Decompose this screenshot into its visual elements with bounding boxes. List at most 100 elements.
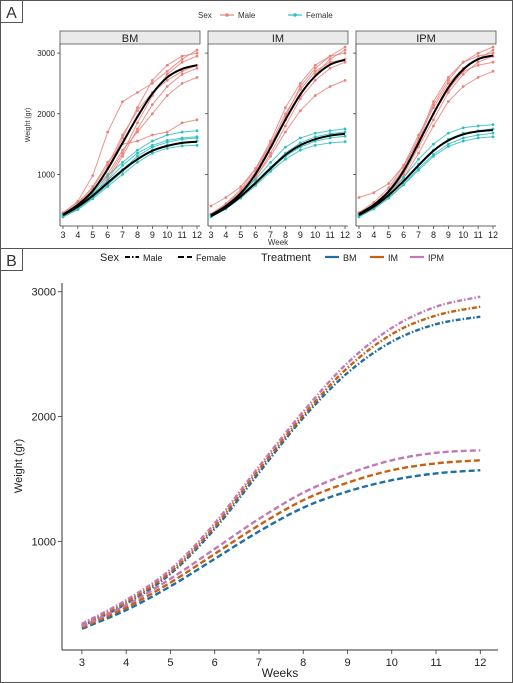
legend-b-sex-label: Female bbox=[196, 253, 226, 263]
data-point bbox=[402, 183, 406, 187]
data-point bbox=[446, 82, 450, 85]
data-point bbox=[91, 174, 95, 178]
panel-b-tag-box bbox=[0, 248, 23, 271]
x-tick-label: 8 bbox=[135, 230, 140, 240]
data-point bbox=[313, 94, 317, 97]
data-point bbox=[432, 100, 435, 104]
data-point bbox=[432, 142, 435, 146]
x-tick-label: 5 bbox=[238, 230, 243, 240]
x-tick-label: 5 bbox=[90, 230, 95, 240]
fit-curve-female bbox=[62, 140, 198, 216]
data-point bbox=[446, 145, 450, 148]
data-point bbox=[476, 133, 480, 137]
data-point bbox=[165, 133, 169, 137]
data-point bbox=[328, 60, 332, 64]
data-point bbox=[284, 112, 287, 116]
data-point bbox=[387, 196, 391, 200]
data-point bbox=[343, 79, 347, 82]
data-point bbox=[446, 75, 450, 79]
data-point bbox=[150, 103, 154, 107]
fit-curve-female bbox=[358, 129, 494, 216]
data-point bbox=[136, 139, 139, 143]
data-point bbox=[461, 72, 465, 76]
data-point bbox=[491, 51, 495, 55]
x-tick-label: 4 bbox=[75, 230, 80, 240]
data-point bbox=[284, 157, 287, 161]
data-point bbox=[121, 173, 124, 176]
data-point bbox=[328, 141, 332, 145]
data-point bbox=[343, 48, 347, 52]
y-tick-label: 3000 bbox=[37, 49, 55, 58]
data-point bbox=[121, 151, 124, 155]
series-line-male bbox=[210, 52, 346, 215]
data-point bbox=[298, 109, 302, 113]
data-point bbox=[136, 148, 139, 152]
x-tick-label: 4 bbox=[371, 230, 376, 240]
data-point bbox=[269, 160, 272, 164]
x-axis-label-b: Weeks bbox=[262, 666, 298, 680]
data-point bbox=[165, 146, 169, 150]
data-point bbox=[343, 130, 347, 134]
data-point bbox=[313, 69, 317, 73]
data-point bbox=[432, 118, 435, 122]
data-point bbox=[91, 197, 95, 201]
x-tick-label: 8 bbox=[431, 230, 436, 240]
data-point bbox=[150, 82, 154, 85]
data-point bbox=[313, 143, 317, 147]
data-point bbox=[165, 63, 169, 67]
data-point bbox=[313, 79, 317, 82]
x-tick-label: 11 bbox=[177, 230, 186, 240]
data-point bbox=[417, 168, 420, 172]
data-point bbox=[476, 51, 480, 55]
fit-curve-male bbox=[210, 58, 346, 216]
data-point bbox=[239, 185, 243, 188]
y-axis-label-b: Weight (gr) bbox=[13, 439, 25, 493]
x-tick-label-b: 5 bbox=[167, 657, 173, 669]
data-point bbox=[313, 135, 317, 139]
data-point bbox=[165, 85, 169, 88]
series-line-male bbox=[358, 52, 494, 214]
data-point bbox=[372, 191, 376, 195]
y-tick-label-b: 3000 bbox=[32, 287, 56, 299]
data-point bbox=[313, 66, 317, 70]
x-tick-label: 5 bbox=[386, 230, 391, 240]
data-point bbox=[313, 131, 317, 135]
data-point bbox=[284, 145, 287, 149]
x-tick-label: 4 bbox=[223, 230, 228, 240]
series-line-ipm-male bbox=[81, 295, 481, 625]
data-point bbox=[180, 130, 184, 134]
data-point bbox=[76, 208, 80, 212]
data-point bbox=[165, 69, 169, 73]
legend-a-title: Sex bbox=[198, 11, 212, 20]
data-point bbox=[298, 97, 302, 100]
data-point bbox=[195, 66, 199, 70]
data-point bbox=[106, 130, 110, 134]
legend-b-treatment-label: IPM bbox=[428, 253, 444, 263]
data-point bbox=[195, 129, 199, 133]
data-point bbox=[165, 94, 169, 97]
data-point bbox=[432, 124, 435, 128]
data-point bbox=[343, 134, 347, 138]
x-tick-label: 8 bbox=[283, 230, 288, 240]
data-point bbox=[343, 127, 347, 131]
data-point bbox=[150, 139, 154, 143]
data-point bbox=[476, 136, 480, 140]
data-point bbox=[180, 144, 184, 148]
legend-a-key-point bbox=[225, 13, 229, 17]
data-point bbox=[136, 130, 139, 134]
data-point bbox=[180, 69, 184, 73]
x-tick-label: 12 bbox=[192, 230, 202, 240]
x-tick-label-b: 6 bbox=[212, 657, 218, 669]
data-point bbox=[284, 130, 287, 134]
data-point bbox=[461, 85, 465, 88]
y-tick-label: 2000 bbox=[37, 110, 55, 119]
data-point bbox=[180, 121, 184, 125]
legend-b-treatment-label: IM bbox=[388, 253, 398, 263]
data-point bbox=[432, 106, 435, 110]
data-point bbox=[121, 163, 124, 167]
data-point bbox=[476, 75, 480, 79]
legend-a: Sex Male Female bbox=[198, 11, 333, 20]
data-point bbox=[461, 60, 465, 64]
data-point bbox=[284, 124, 287, 128]
legend-b: Sex Male Female Treatment BM IM IPM bbox=[100, 252, 444, 264]
